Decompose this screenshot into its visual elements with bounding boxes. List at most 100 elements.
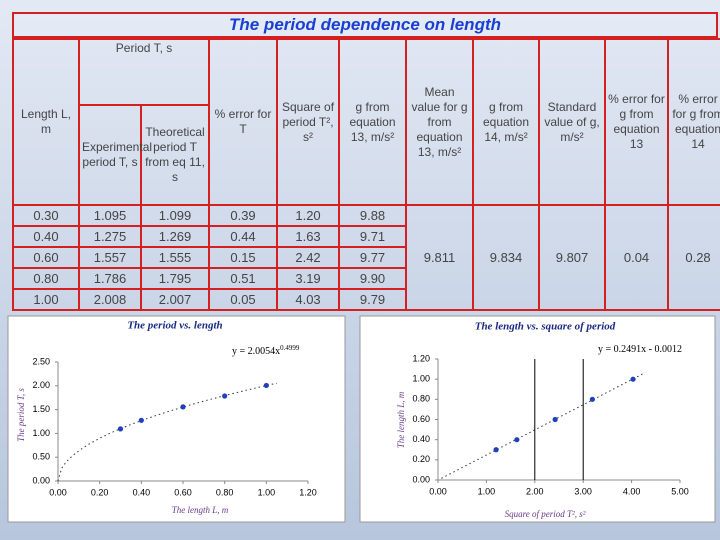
y-axis-label: The length L, m [396, 391, 406, 448]
data-point [552, 416, 558, 423]
equation-text: y = 2.0054x [232, 346, 280, 357]
table-cell: 2.008 [78, 288, 142, 311]
x-tick-label: 3.00 [574, 486, 592, 496]
trend-equation: y = 0.2491x - 0.0012 [598, 344, 682, 355]
table-cell: 1.555 [139, 246, 211, 269]
table-row: Experimental period T, s Theoretical peri… [13, 104, 720, 206]
y-tick-label: 1.20 [412, 353, 430, 363]
table-row: 0.30 1.095 1.099 0.39 1.20 9.88 9.811 9.834 9.80… [12, 204, 720, 311]
table-cell: Experimental period T, s [78, 104, 152, 206]
table-cell: 9.88 [338, 204, 408, 227]
y-tick-label: 0.60 [412, 414, 430, 424]
table-cell: Theoretical period T from eq 11, s [139, 104, 211, 206]
chart-title: The period vs. length [127, 320, 222, 332]
table-container: Length L, m Period T, s% error for T Squar… [12, 38, 720, 314]
y-tick-label: 1.50 [32, 404, 50, 414]
data-point [222, 393, 228, 399]
table-cell: Period T, s [77, 38, 211, 106]
table-row: 0.40 1.275 1.269 0.44 1.63 9.71 [12, 225, 720, 248]
table-cell: 4.03 [276, 288, 341, 311]
y-tick-label: 2.00 [32, 380, 50, 390]
table-row: 0.60 1.557 1.555 0.15 2.42 9.77 [12, 246, 720, 269]
table-cell: 1.269 [139, 225, 211, 248]
x-tick-label: 0.40 [133, 487, 151, 497]
x-tick-label: 0.80 [216, 487, 234, 497]
table-cell: Length L, m [12, 38, 80, 206]
table-cell: 0.30 [12, 204, 80, 227]
table-cell: % error for T [208, 38, 279, 206]
table-cell: 0.28 [667, 204, 720, 311]
table-cell: 9.811 [405, 204, 475, 311]
x-tick-label: 0.20 [91, 487, 109, 497]
equation-text: y = 0.2491x - 0.0012 [598, 344, 682, 355]
y-tick-label: 1.00 [32, 428, 50, 438]
y-tick-label: 0.00 [32, 475, 50, 485]
table-cell: % error for g from equation 14 [667, 38, 720, 206]
slide-title: The period dependence on length [12, 12, 718, 38]
table-cell: 9.834 [472, 204, 541, 311]
table-cell: 1.00 [12, 288, 80, 311]
table-cell: 1.786 [78, 267, 142, 290]
y-tick-label: 0.40 [412, 434, 430, 444]
x-tick-label: 4.00 [623, 486, 641, 496]
table-cell: 2.42 [276, 246, 341, 269]
trendline [441, 373, 644, 479]
x-tick-label: 5.00 [671, 486, 689, 496]
table-cell: 9.79 [338, 288, 408, 311]
table-cell: 9.71 [338, 225, 408, 248]
table-cell: Mean value for g from equation 13, m/s² [405, 38, 475, 206]
table-cell: 3.19 [276, 267, 341, 290]
table-cell: 0.39 [208, 204, 279, 227]
chart-background [7, 315, 346, 523]
table-cell: Square of period T², s² [276, 38, 341, 206]
data-point [138, 417, 144, 423]
equation-exponent: 0.4999 [280, 344, 300, 352]
chart-title: The length vs. square of period [475, 321, 616, 333]
table-row: 1.00 2.008 2.007 0.05 4.03 9.79 [12, 288, 720, 311]
table-cell: 9.807 [538, 204, 607, 311]
table-cell: 0.15 [208, 246, 279, 269]
x-axis-label: Square of period T², s² [505, 509, 586, 519]
table-cell: 1.099 [139, 204, 211, 227]
table-cell: 0.51 [208, 267, 279, 290]
y-tick-label: 0.80 [412, 394, 430, 404]
trendline [57, 382, 277, 482]
table-cell: 0.80 [12, 267, 80, 290]
data-point [117, 426, 124, 432]
data-point [263, 382, 269, 389]
y-axis-label: The period T, s [16, 388, 26, 442]
x-tick-label: 0.00 [49, 487, 67, 497]
trend-equation: y = 2.0054x0.4999 [232, 344, 300, 358]
table-cell: 2.007 [139, 288, 211, 311]
x-tick-label: 0.00 [429, 486, 447, 496]
table-cell: g from equation 14, m/s² [472, 38, 541, 206]
table-cell: 1.557 [78, 246, 142, 269]
table-row: 0.80 1.786 1.795 0.51 3.19 9.90 [12, 267, 720, 290]
data-point [630, 376, 636, 382]
table-cell: 9.77 [338, 246, 408, 269]
x-tick-label: 0.60 [174, 487, 192, 497]
table-cell: 0.44 [208, 225, 279, 248]
x-tick-label: 1.00 [258, 487, 276, 497]
table-cell: 0.40 [12, 225, 80, 248]
y-tick-label: 2.50 [32, 356, 50, 366]
table-cell: 9.90 [338, 267, 408, 290]
table-cell: Standard value of g, m/s² [538, 38, 607, 206]
table-cell: 1.095 [78, 204, 142, 227]
x-tick-label: 1.00 [478, 486, 496, 496]
data-table: Length L, m Period T, s% error for T Squar… [12, 38, 720, 311]
x-axis-label: The length L, m [172, 505, 229, 515]
table-cell: 1.20 [276, 204, 341, 227]
table-cell: 0.05 [208, 288, 279, 311]
chart-background [359, 315, 716, 523]
y-tick-label: 0.00 [412, 474, 430, 484]
x-tick-label: 1.20 [299, 487, 317, 497]
table-cell: g from equation 13, m/s² [338, 38, 408, 206]
y-tick-label: 0.20 [412, 454, 430, 464]
table-cell: 0.04 [604, 204, 670, 311]
table-cell: 1.275 [78, 225, 142, 248]
table-cell: % error for g from equation 13 [604, 38, 670, 206]
data-point [514, 437, 520, 443]
